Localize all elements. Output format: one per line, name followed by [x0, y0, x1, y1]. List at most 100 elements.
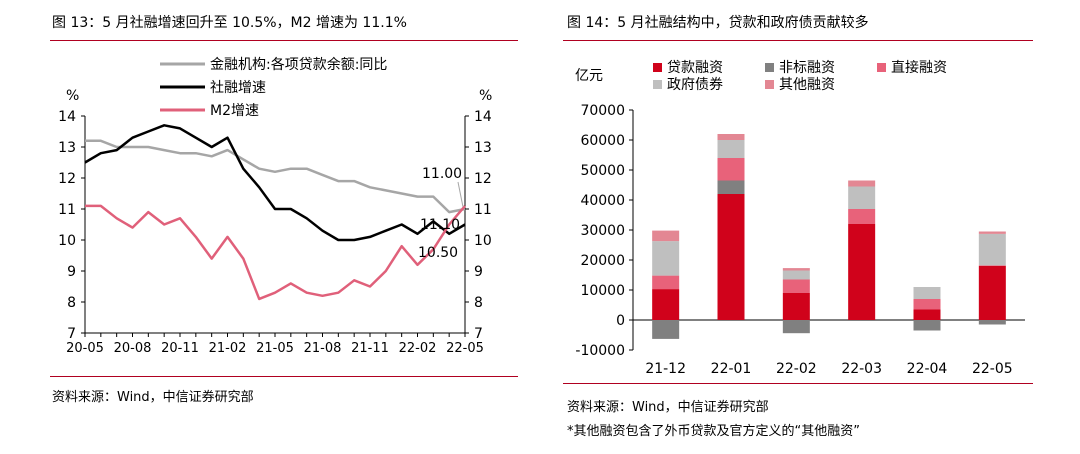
y-tick-label: 20000 — [580, 253, 625, 269]
x-tick-label: 22-03 — [841, 361, 882, 377]
y-tick-label: 0 — [616, 313, 625, 329]
y-axis-unit: 亿元 — [575, 68, 603, 84]
legend-label: 直接融资 — [891, 59, 947, 76]
legend-swatch — [877, 63, 886, 72]
footnote-text: *其他融资包含了外币贷款及官方定义的“其他融资” — [567, 424, 860, 439]
y-tick-label-right: 11 — [474, 202, 492, 218]
data-label: 11.00 — [422, 166, 462, 182]
y-tick-label: 50000 — [580, 163, 625, 179]
y-tick-label-right: 10 — [474, 233, 492, 249]
y-tick-label: 60000 — [580, 133, 625, 149]
bar-segment — [848, 224, 876, 320]
bar-segment — [717, 158, 745, 181]
y-tick-label-left: 14 — [58, 109, 76, 125]
legend-label: M2增速 — [210, 103, 259, 119]
bar-segment — [913, 287, 941, 299]
bar-segment — [782, 270, 810, 280]
bar-segment — [978, 266, 1006, 320]
bar-segment — [717, 194, 745, 320]
legend-label: 政府债券 — [667, 77, 723, 93]
left-figure: 图 13：5 月社融增速回升至 10.5%，M2 增速为 11.1% 7 7 8 8 9… — [0, 0, 530, 454]
x-tick-label: 22-05 — [972, 361, 1013, 377]
x-tick-label: 20-05 — [66, 341, 104, 356]
y-tick-label: -10000 — [575, 343, 625, 359]
y-tick-label-left: 12 — [58, 171, 76, 187]
x-tick-label: 21-11 — [351, 341, 389, 356]
legend-label: 贷款融资 — [667, 60, 723, 76]
bar-segment — [652, 320, 680, 339]
bar-segment — [652, 241, 680, 276]
y-tick-label-right: 12 — [474, 171, 492, 187]
source-rule — [563, 383, 1033, 384]
figure-title: 图 14：5 月社融结构中，贷款和政府债贡献较多 — [567, 15, 869, 31]
x-tick-label: 20-08 — [114, 341, 152, 356]
x-tick-label: 22-04 — [907, 361, 948, 377]
legend-label: 非标融资 — [779, 60, 835, 76]
y-axis-unit-right: % — [479, 88, 492, 104]
annotation-leader — [457, 181, 464, 208]
bar-segment — [848, 180, 876, 187]
title-rule — [563, 40, 1033, 41]
bar-segment — [782, 293, 810, 320]
y-tick-label: 70000 — [580, 103, 625, 119]
x-tick-label: 22-01 — [711, 361, 752, 377]
bar-segment — [978, 231, 1006, 234]
legend-swatch — [765, 80, 774, 89]
line-chart: 7 7 8 8 9 9 10 10 11 11 12 12 13 13 14 14% % 20-05 20-08 20… — [58, 56, 492, 356]
source-text: 资料来源：Wind，中信证券研究部 — [567, 400, 769, 415]
legend-swatch — [765, 63, 774, 72]
y-tick-label-right: 13 — [474, 140, 492, 156]
bar-segment — [782, 320, 810, 334]
x-tick-label: 22-02 — [399, 341, 437, 356]
legend-swatch — [653, 80, 662, 89]
y-tick-label: 10000 — [580, 283, 625, 299]
y-tick-label-left: 7 — [67, 326, 76, 342]
right-figure: 图 14：5 月社融结构中，贷款和政府债贡献较多 -10000 0 10000 200… — [545, 0, 1080, 454]
y-tick-label-left: 9 — [67, 264, 76, 280]
x-tick-label: 20-11 — [161, 341, 199, 356]
y-tick-label-right: 7 — [474, 326, 483, 342]
y-axis-unit-left: % — [66, 88, 79, 104]
y-tick-label: 40000 — [580, 193, 625, 209]
bar-segment — [782, 279, 810, 293]
x-tick-label: 21-02 — [209, 341, 247, 356]
y-tick-label-right: 8 — [474, 295, 483, 311]
bar-segment — [652, 230, 680, 242]
x-tick-label: 21-08 — [304, 341, 342, 356]
bar-segment — [717, 134, 745, 140]
bar-segment — [978, 320, 1006, 325]
series-line — [85, 139, 466, 214]
source-rule — [50, 376, 518, 377]
bar-segment — [652, 289, 680, 320]
bar-segment — [913, 309, 941, 320]
stacked-bar-chart: -10000 0 10000 20000 30000 40000 50000 60000 700… — [575, 59, 1025, 377]
y-tick-label-right: 9 — [474, 264, 483, 280]
series-line — [84, 124, 466, 242]
data-label: 11.10 — [420, 217, 460, 233]
x-tick-label: 21-12 — [645, 361, 686, 377]
y-tick-label-left: 13 — [58, 140, 76, 156]
bar-segment — [978, 233, 1006, 266]
bar-segment — [913, 320, 941, 331]
y-tick-label-left: 11 — [58, 202, 76, 218]
bar-segment — [978, 265, 1006, 266]
x-tick-label: 21-05 — [256, 341, 294, 356]
bar-segment — [913, 299, 941, 310]
y-tick-label-left: 10 — [58, 233, 76, 249]
legend-swatch — [653, 63, 662, 72]
y-tick-label-right: 14 — [474, 109, 492, 125]
bar-segment — [848, 186, 876, 209]
y-tick-label-left: 8 — [67, 295, 76, 311]
legend-label: 金融机构:各项贷款余额:同比 — [210, 56, 387, 73]
bar-segment — [717, 140, 745, 158]
x-tick-label: 22-02 — [776, 361, 817, 377]
series-line — [85, 204, 466, 301]
x-tick-label: 22-05 — [446, 341, 484, 356]
bar-segment — [848, 209, 876, 224]
bar-segment — [652, 275, 680, 290]
figure-title: 图 13：5 月社融增速回升至 10.5%，M2 增速为 11.1% — [52, 15, 407, 31]
y-tick-label: 30000 — [580, 223, 625, 239]
title-rule — [50, 40, 518, 41]
legend-label: 其他融资 — [779, 77, 835, 93]
data-label: 10.50 — [418, 245, 458, 261]
